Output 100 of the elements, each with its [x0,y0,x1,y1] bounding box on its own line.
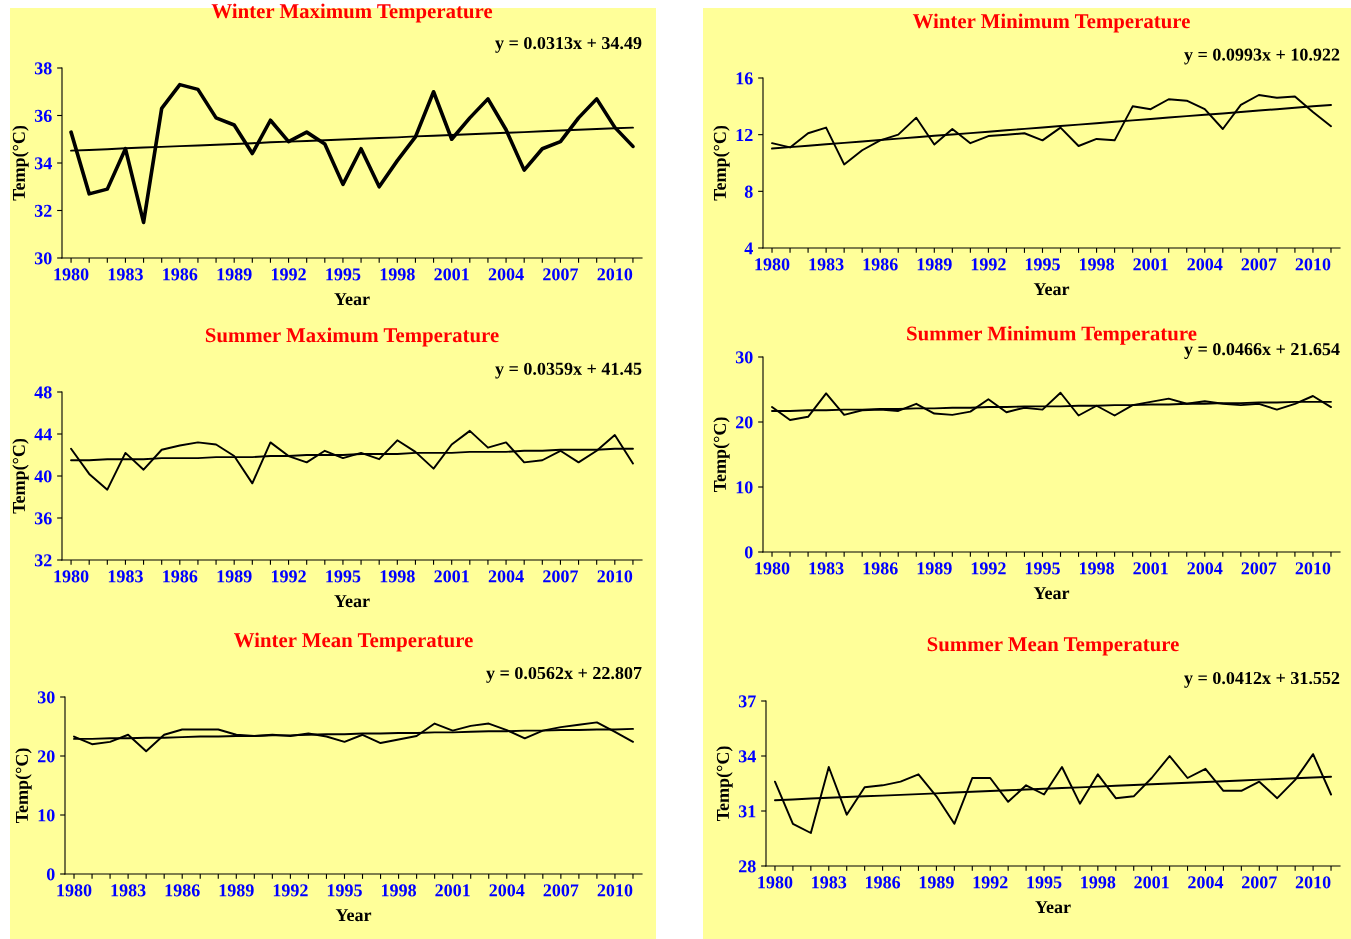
x-tick-label: 1992 [971,562,1006,575]
x-tick-label: 2004 [488,268,524,281]
y-tick-label: 38 [34,62,52,75]
annotation: y = 0.0466x + 21.654 [1184,343,1340,359]
x-axis-title: Year [335,909,372,922]
x-tick-label: 2001 [434,268,469,281]
y-tick-label: 37 [738,695,756,708]
y-tick-label: 34 [34,157,52,170]
x-tick-label: 1998 [1079,258,1115,271]
x-tick-label: 1986 [865,876,901,889]
x-tick-label: 2004 [1188,876,1224,889]
x-tick-label: 1986 [863,258,898,271]
x-tick-label: 1998 [380,570,415,583]
x-tick-label: 1983 [812,876,847,889]
y-tick-label: 10 [38,809,55,822]
x-tick-label: 1980 [755,258,790,271]
x-tick-label: 2001 [1133,258,1168,271]
y-axis-title: Temp(°C) [15,748,32,824]
x-tick-label: 1980 [54,570,89,583]
chart-title: Winter Minimum Temperature [912,13,1190,33]
x-axis-title: Year [1033,587,1070,600]
y-axis-title: Temp(°C) [12,438,29,514]
x-tick-label: 1992 [973,876,1008,889]
y-tick-label: 8 [744,185,753,198]
text: y = 0.0562x + 22.807 [486,666,642,683]
y-tick-label: 48 [34,386,52,399]
y-tick-label: 20 [37,750,55,763]
y-tick-label: 16 [736,72,753,85]
chart-title: Summer Minimum Temperature [907,325,1197,345]
x-tick-label: 1998 [380,268,415,281]
chart-title: Summer Maximum Temperature [205,327,499,347]
y-tick-label: 44 [34,428,52,441]
x-tick-label: 2010 [1295,876,1331,889]
x-tick-label: 1995 [1027,876,1062,889]
x-tick-label: 2001 [1133,562,1168,575]
y-tick-label: 31 [738,805,756,818]
x-tick-label: 1983 [809,562,844,575]
x-tick-label: 1992 [273,884,308,897]
x-axis-title: Year [334,595,370,608]
x-tick-label: 2007 [543,570,579,583]
x-tick-label: 1986 [163,570,198,583]
y-axis-title: Temp(°C) [713,125,730,201]
x-tick-label: 2001 [435,884,470,897]
y-tick-label: 34 [738,750,756,763]
x-tick-label: 1989 [917,562,952,575]
x-tick-label: 2010 [597,884,633,897]
x-tick-label: 1992 [971,258,1006,271]
text: y = 0.0993x + 10.922 [1184,48,1340,65]
x-tick-label: 1989 [217,570,252,583]
x-axis-title: Year [334,293,370,306]
y-tick-label: 0 [744,546,753,559]
y-tick-label: 4 [744,242,753,255]
x-tick-label: 2010 [597,268,633,281]
y-tick-label: 20 [735,416,753,429]
x-tick-label: 1992 [271,268,306,281]
y-axis-title: Temp(°C) [716,746,733,822]
x-tick-label: 2010 [597,570,633,583]
chart-title: Winter Mean Temperature [233,632,473,652]
x-tick-label: 1995 [1025,562,1060,575]
x-tick-label: 1989 [217,268,252,281]
y-axis-title: Temp(°C) [12,125,29,201]
text: y = 0.0359x + 41.45 [495,362,642,379]
y-tick-label: 10 [736,481,753,494]
x-tick-label: 1992 [271,570,306,583]
text: y = 0.0313x + 34.49 [495,36,642,53]
x-tick-label: 2007 [1241,562,1277,575]
x-axis-title: Year [1033,283,1070,296]
x-tick-label: 2004 [489,884,525,897]
y-axis-title: Temp(°C) [713,417,730,493]
x-tick-label: 1983 [809,258,844,271]
x-tick-label: 2007 [1241,876,1277,889]
x-tick-label: 2001 [434,570,469,583]
y-tick-label: 12 [736,128,753,141]
x-tick-label: 1980 [758,876,793,889]
y-tick-label: 40 [34,470,52,483]
x-tick-label: 1998 [381,884,417,897]
chart-title: Winter Maximum Temperature [211,3,493,23]
x-tick-label: 2004 [1187,258,1223,271]
x-tick-label: 1983 [108,268,143,281]
x-tick-label: 2007 [543,884,579,897]
y-tick-label: 30 [34,252,52,265]
x-tick-label: 1983 [111,884,146,897]
x-tick-label: 1980 [57,884,92,897]
x-tick-label: 1986 [163,268,198,281]
x-tick-label: 1986 [165,884,200,897]
x-tick-label: 1995 [327,884,362,897]
text: y = 0.0412x + 31.552 [1184,671,1340,688]
x-tick-label: 1980 [755,562,790,575]
x-tick-label: 1995 [1025,258,1060,271]
x-tick-label: 2007 [543,268,579,281]
x-tick-label: 2004 [1187,562,1223,575]
x-tick-label: 1998 [1079,562,1115,575]
x-tick-label: 1989 [219,884,254,897]
chart-title: Summer Mean Temperature [927,637,1179,656]
x-tick-label: 2010 [1295,562,1331,575]
y-tick-label: 36 [34,109,52,122]
y-tick-label: 30 [735,351,753,364]
y-tick-label: 28 [738,860,756,873]
x-tick-label: 1989 [919,876,954,889]
x-tick-label: 1986 [863,562,898,575]
